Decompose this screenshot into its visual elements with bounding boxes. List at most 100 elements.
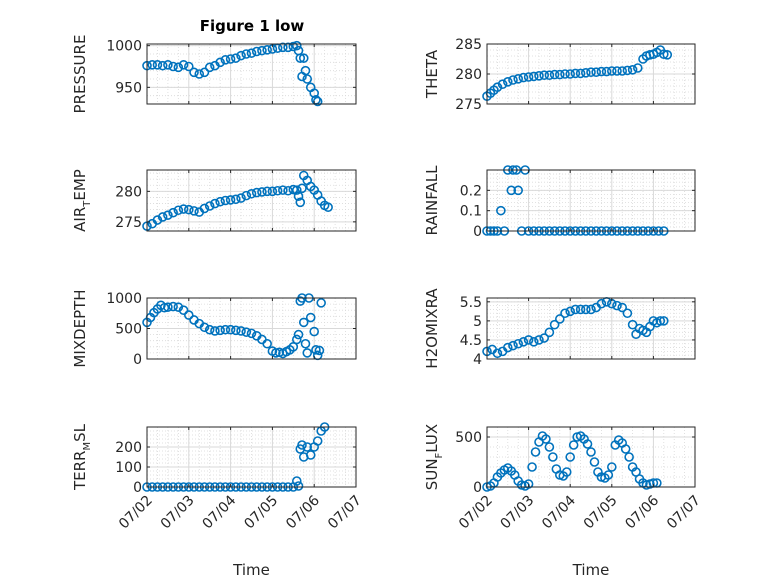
data-point [506,185,517,196]
data-point [173,62,184,73]
data-point [606,462,617,472]
x-tick-label: 07/05 [581,493,621,533]
data-point [603,470,614,480]
y-tick-label: 0 [473,224,482,240]
data-point [508,340,518,351]
data-point [298,53,309,63]
data-point [309,326,320,337]
data-point [246,188,257,199]
subplot-sun-flux: 0 500 07/02 07/03 07/04 07/05 07/06 07/07 Time SU… [423,424,704,579]
y-axis-label: TERRMSL [71,423,93,491]
data-point [293,329,304,340]
data-point [596,66,607,77]
data-point [178,60,189,70]
data-point [570,68,581,79]
subplot-air-temp: 275 280 AIRTEMP [71,169,357,232]
data-point [210,326,220,336]
y-tick-label: 0 [133,352,142,368]
data-point [497,79,508,89]
data-point [293,191,304,202]
data-point [288,341,299,352]
y-tick-label: 275 [455,97,482,113]
data-point [622,65,633,76]
data-point [220,195,231,206]
data-point [655,316,666,326]
data-point [580,68,591,78]
axes-box [146,426,357,488]
figure-title: Figure 1 low [200,17,305,35]
data-point [251,46,262,57]
data-point [297,440,307,450]
y-tick-label: 950 [115,80,142,96]
data-point [298,317,309,328]
data-point [316,298,326,308]
x-tick-label: 07/06 [622,492,662,532]
data-point [215,57,225,68]
data-point [575,304,586,315]
data-point [586,447,596,457]
x-tick-label: 07/04 [200,492,240,532]
data-point [220,55,231,65]
data-point [554,314,565,324]
data-point [549,319,560,330]
data-point [565,306,576,317]
data-point [257,187,267,197]
data-point [570,304,581,315]
data-point [291,334,302,345]
data-point [539,333,550,343]
data-point [528,337,539,347]
data-point [523,479,534,489]
data-point [225,324,236,335]
data-point [291,476,302,486]
data-point [194,69,205,79]
data-point [178,305,189,316]
data-point [199,67,210,78]
data-point [513,185,524,196]
data-point [544,327,555,338]
data-point [541,434,551,444]
data-point [496,205,506,216]
data-point [262,45,272,55]
data-point [523,335,534,345]
subplot-terr-msl: 0 100 200 07/02 07/03 07/04 07/05 07/06 07/07 Tim… [71,422,365,579]
x-tick-label: 07/02 [456,493,496,533]
data-point [215,325,225,336]
y-tick-label: 4.5 [460,333,482,349]
data-point [596,298,607,309]
x-tick-label: 07/03 [158,493,198,533]
data-point [157,60,168,71]
y-tick-label: 1000 [106,291,142,307]
data-point [612,66,622,76]
data-point [560,308,570,319]
y-tick-label: 0.1 [460,204,482,220]
subplot-theta: 275 280 285 THETA [423,37,696,113]
y-tick-label: 1000 [106,39,142,55]
data-point [251,187,262,198]
y-axis-label: AIRTEMP [71,169,93,232]
data-point [241,190,252,201]
data-point [236,193,246,203]
data-point [297,183,307,194]
x-tick-label: 07/06 [283,492,323,532]
y-tick-label: 285 [455,37,482,53]
data-point [565,69,576,79]
data-point [617,302,628,313]
data-point [231,194,241,205]
data-point [231,53,241,63]
y-axis-label: SUNFLUX [423,424,445,490]
data-point [539,70,550,80]
data-point [152,60,163,70]
data-point [199,203,210,214]
data-point [163,210,173,220]
data-point [272,185,283,196]
data-point [502,342,513,353]
axes-box [146,169,357,232]
axes-box [486,169,696,232]
data-point [184,204,194,215]
x-axis-label: Time [572,561,610,579]
data-point [513,338,524,349]
data-point [314,345,325,356]
axes-box [146,43,357,105]
data-point [241,49,252,59]
